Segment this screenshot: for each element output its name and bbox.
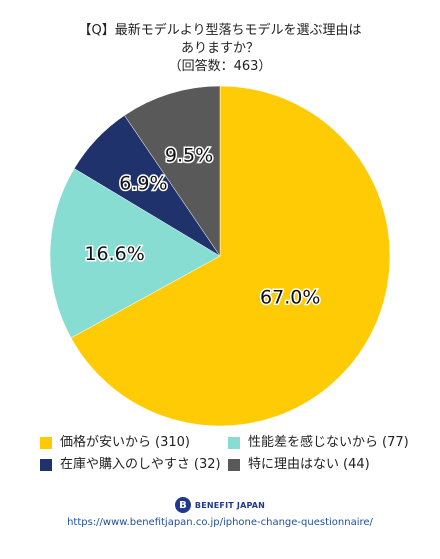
legend-count-no-reason: (44) [343, 457, 370, 472]
legend-item-stock: 在庫や購入のしやすさ (32) [40, 454, 221, 476]
legend-label-performance: 性能差を感じないから [248, 435, 379, 450]
legend-swatch-performance [228, 437, 240, 449]
legend-item-performance: 性能差を感じないから (77) [228, 432, 409, 454]
pie-slice-performance [49, 168, 221, 339]
pie-slice-no-reason [124, 85, 221, 257]
chart-title-line-1: 【Q】最新モデルより型落ちモデルを選ぶ理由は [78, 23, 362, 38]
legend-swatch-stock [40, 459, 52, 471]
source-url[interactable]: https://www.benefitjapan.co.jp/iphone-ch… [67, 517, 373, 528]
brand-name: BENEFIT JAPAN [194, 500, 266, 510]
brand-logo-icon: B [174, 497, 191, 513]
chart-title-line-2: ありますか？ [180, 41, 259, 56]
legend-count-stock: (32) [193, 457, 221, 472]
brand: B BENEFIT JAPAN [0, 497, 440, 513]
chart-title-line-3: （回答数：463） [168, 59, 272, 74]
pie-chart: 67.0% 16.6% 6.9% 9.5% [49, 85, 391, 427]
pie-label-performance: 16.6% [84, 243, 144, 265]
pie-label-price: 67.0% [260, 287, 320, 309]
legend-swatch-no-reason [228, 459, 240, 471]
pie-label-no-reason: 9.5% [165, 144, 213, 166]
legend-label-stock: 在庫や購入のしやすさ [60, 457, 190, 472]
legend-label-no-reason: 特に理由はない [248, 457, 340, 472]
chart-title: 【Q】最新モデルより型落ちモデルを選ぶ理由は ありますか？ （回答数：463） [0, 22, 440, 76]
legend-count-performance: (77) [382, 435, 409, 450]
legend-item-price: 価格が安いから (310) [40, 432, 190, 454]
legend-count-price: (310) [155, 435, 190, 450]
legend-swatch-price [40, 437, 52, 449]
pie-label-stock: 6.9% [119, 173, 167, 195]
legend-item-no-reason: 特に理由はない (44) [228, 454, 370, 476]
legend-label-price: 価格が安いから [60, 435, 152, 450]
pie-slice-price [70, 85, 391, 427]
